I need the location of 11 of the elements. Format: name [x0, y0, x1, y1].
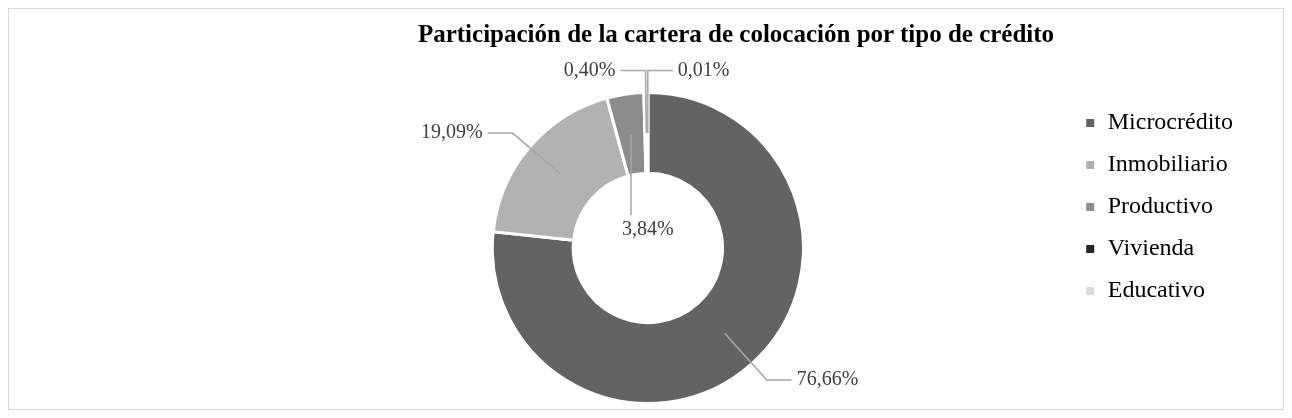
chart-title: Participación de la cartera de colocación por tipo de crédito [417, 20, 1055, 48]
legend-label: Educativo [1107, 276, 1206, 303]
legend-label: Inmobiliario [1107, 150, 1228, 177]
legend-label: Productivo [1107, 192, 1214, 219]
data-label: 19,09% [420, 120, 483, 143]
data-label: 0,01% [677, 57, 730, 80]
legend-label: Vivienda [1107, 234, 1195, 261]
data-label: 3,84% [622, 216, 674, 239]
data-label: 76,66% [796, 367, 859, 390]
legend-label: Microcrédito [1107, 108, 1234, 135]
data-label: 0,40% [563, 57, 616, 80]
